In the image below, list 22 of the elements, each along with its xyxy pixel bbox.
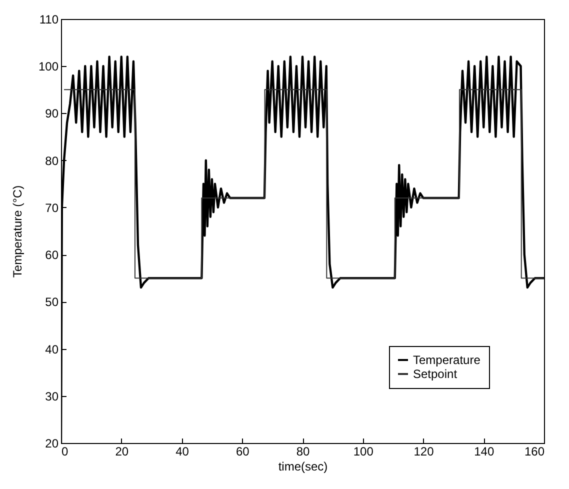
y-tick-label: 60 (45, 248, 59, 262)
x-axis-title: time(sec) (278, 460, 328, 474)
x-tick-label: 160 (524, 444, 545, 458)
y-tick-label: 110 (39, 12, 59, 26)
y-tick-label: 40 (45, 342, 59, 356)
x-tick-label: 0 (62, 444, 68, 458)
y-tick-label: 90 (45, 106, 59, 121)
x-tick-label: 20 (115, 444, 129, 458)
y-tick-label: 30 (45, 389, 59, 404)
x-tick-label: 40 (176, 444, 190, 458)
legend-label: Setpoint (413, 367, 458, 381)
y-axis-title: Temperature (°C) (10, 185, 24, 278)
y-tick-label: 80 (45, 154, 59, 168)
y-tick-label: 100 (38, 60, 59, 74)
y-tick-label: 50 (45, 295, 59, 310)
legend-label: Temperature (413, 353, 481, 367)
x-tick-label: 120 (414, 444, 434, 458)
x-tick-label: 80 (296, 444, 310, 458)
x-tick-label: 100 (353, 444, 374, 458)
x-tick-label: 60 (236, 444, 250, 458)
x-tick-label: 140 (474, 444, 494, 458)
y-tick-label: 70 (45, 200, 59, 215)
